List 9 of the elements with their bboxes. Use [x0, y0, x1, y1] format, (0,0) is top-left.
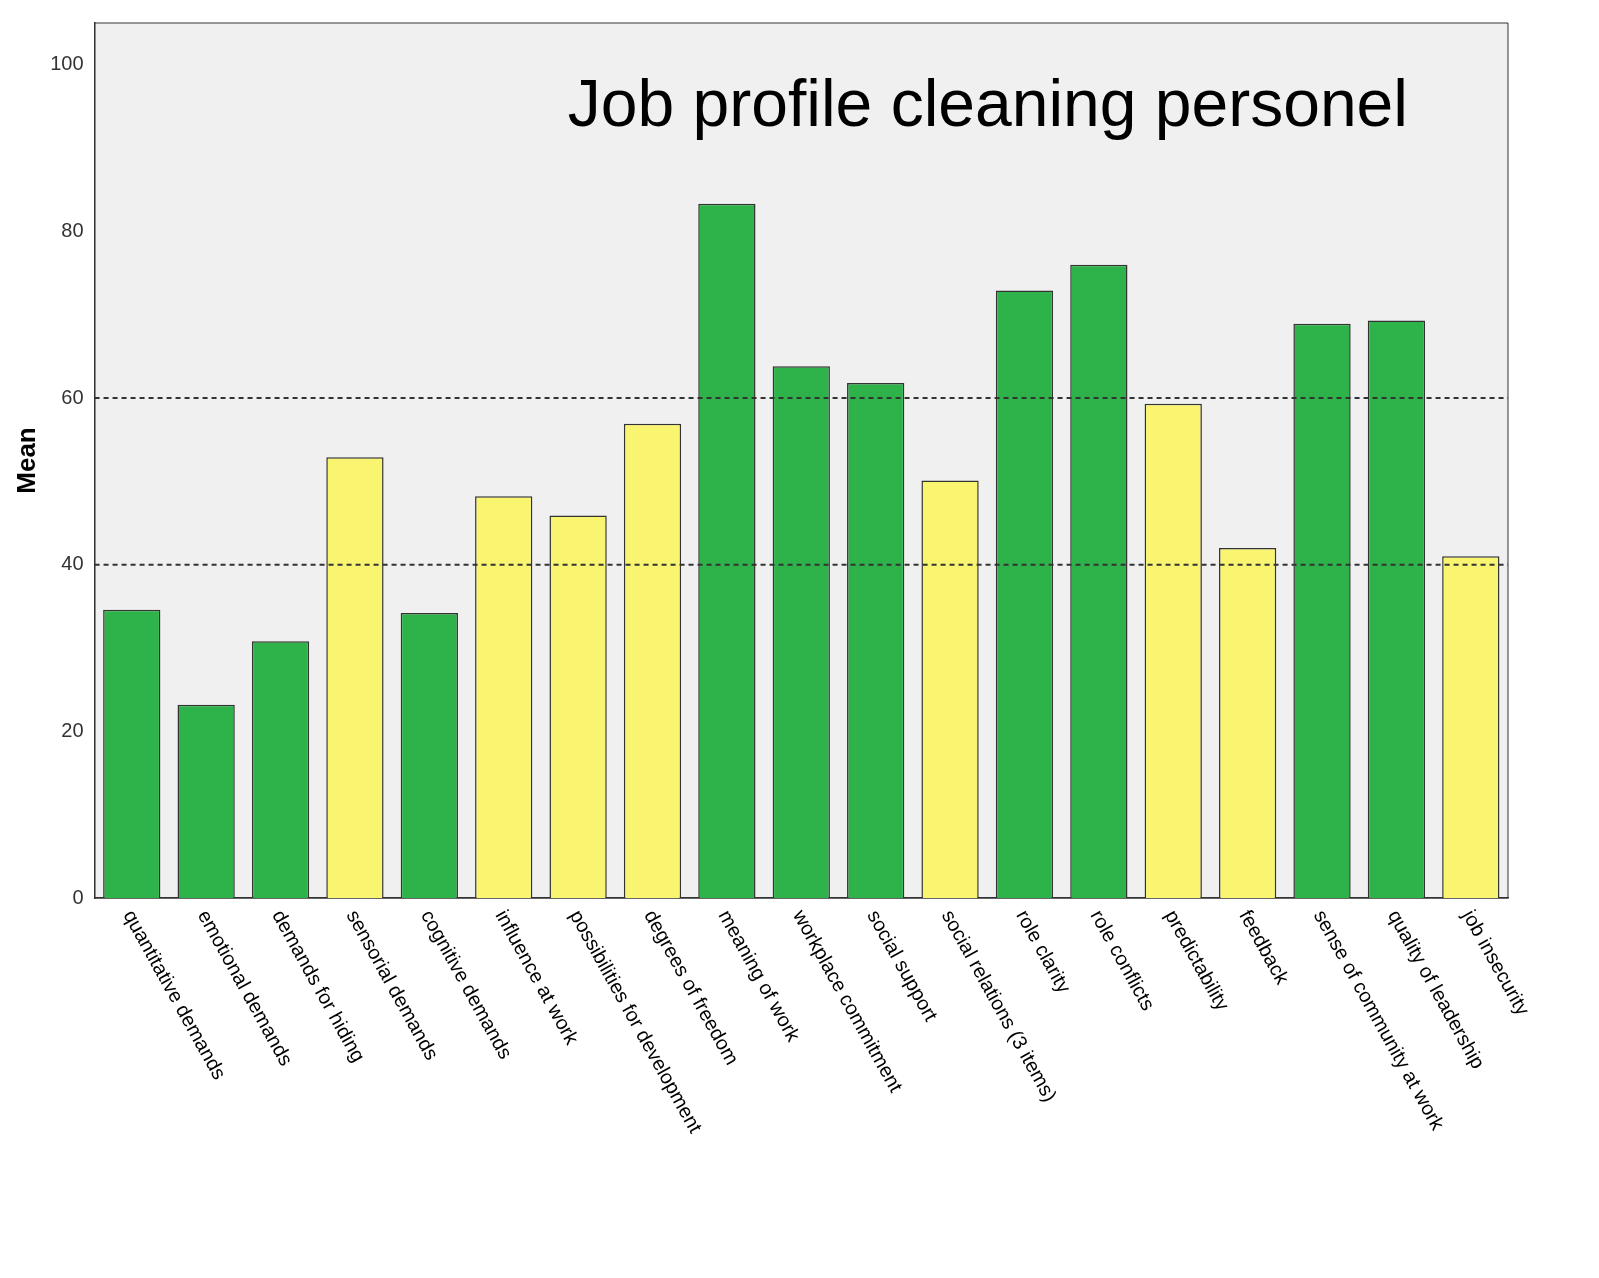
y-axis-title: Mean [10, 427, 41, 494]
text: Job profile cleaning personel [567, 66, 1408, 141]
y-tick-label: 0 [72, 885, 84, 908]
y-tick-label: 60 [61, 385, 84, 408]
x-tick-label: role clarity [1012, 905, 1076, 997]
y-tick-label: 80 [61, 218, 84, 241]
y-tick-label: 20 [61, 718, 84, 741]
y-tick-label: 100 [50, 52, 84, 75]
y-tick-label: 40 [61, 552, 84, 575]
